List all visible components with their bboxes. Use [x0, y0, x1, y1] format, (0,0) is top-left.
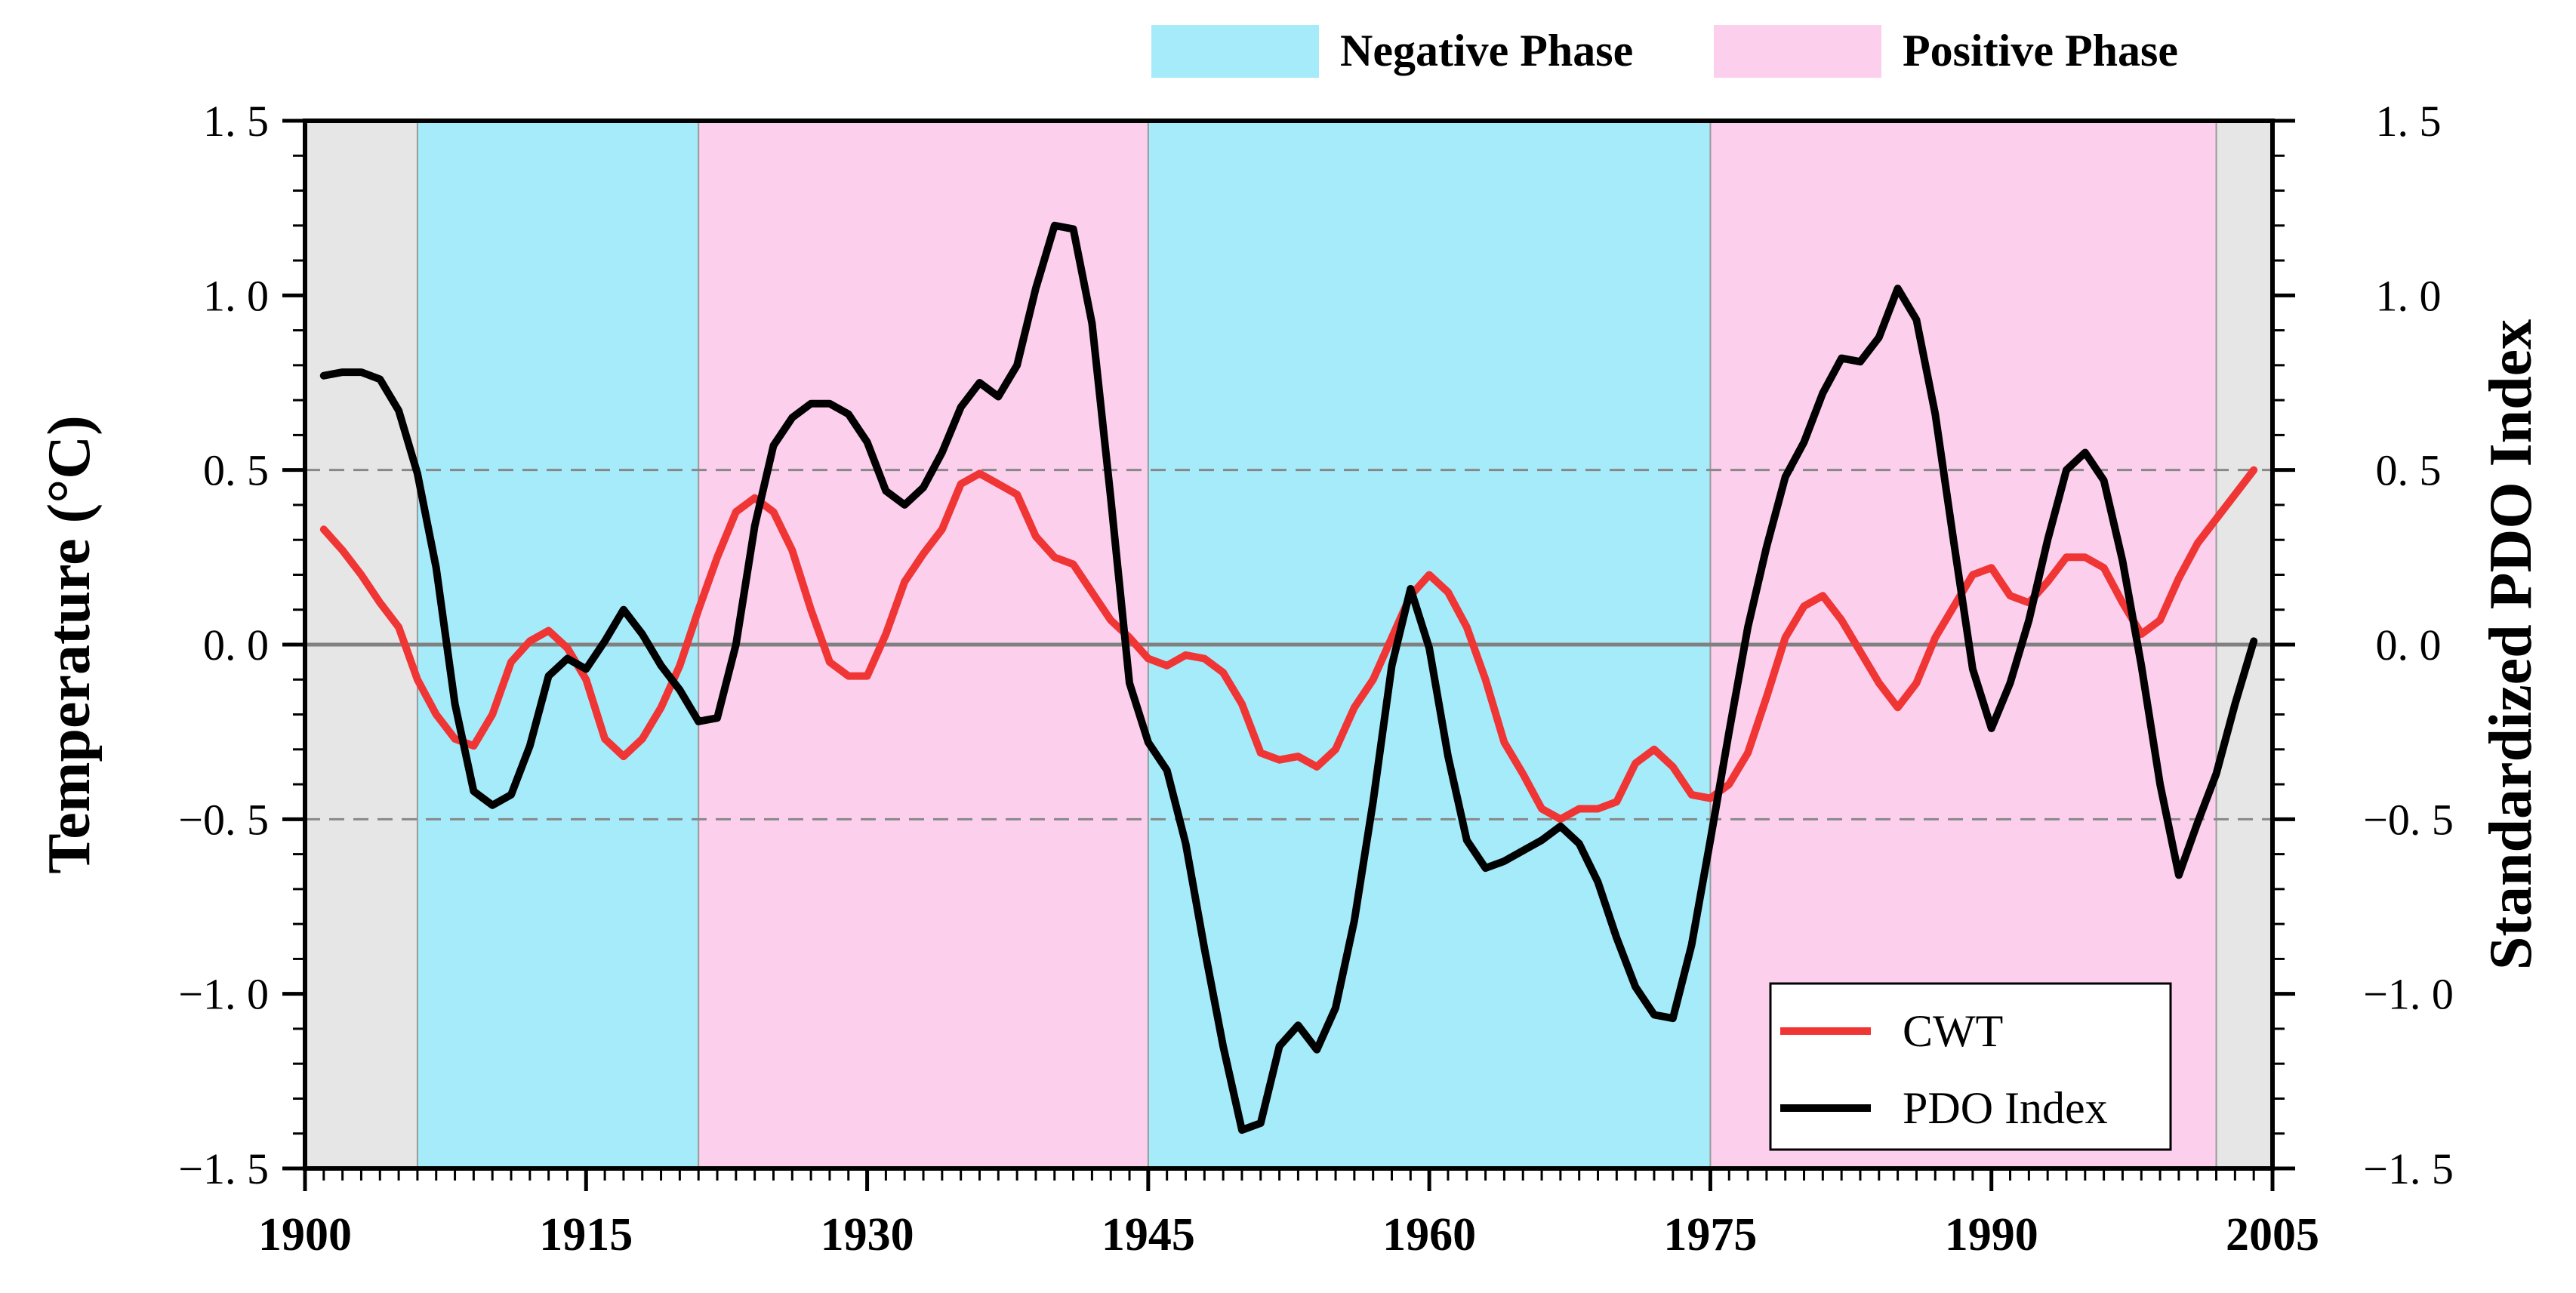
- y-right-tick-label: −1. 5: [2363, 1144, 2454, 1193]
- cwt-legend-label: CWT: [1903, 1006, 2003, 1056]
- y-right-tick-label: 1. 0: [2376, 271, 2442, 320]
- y-axis-left-title: Temperature (°C): [36, 415, 103, 873]
- pdo-index-legend-label: PDO Index: [1903, 1083, 2108, 1133]
- x-tick-label: 1990: [1945, 1209, 2038, 1261]
- x-tick-label: 1960: [1382, 1209, 1476, 1261]
- y-left-tick-label: −1. 5: [178, 1144, 269, 1193]
- y-left-tick-label: 1. 0: [203, 271, 269, 320]
- legend-box: [1769, 982, 2172, 1151]
- x-tick-label: 1930: [821, 1209, 914, 1261]
- y-left-tick-label: 0. 0: [203, 620, 269, 670]
- x-tick-label: 1915: [539, 1209, 633, 1261]
- y-right-tick-label: 0. 5: [2376, 446, 2442, 495]
- negative-phase-swatch: [1151, 25, 1319, 78]
- series-legend: CWT PDO Index: [1769, 982, 2172, 1151]
- pdo-index-line: [319, 221, 2258, 1134]
- axes: 1900 1915 1930 1945 1960 1975 1990 2005 1. 5 1. 0…: [178, 97, 2454, 1261]
- x-tick-label: 1975: [1663, 1209, 1757, 1261]
- y-left-tick-label: 0. 5: [203, 446, 269, 495]
- y-left-tick-label: −1. 0: [178, 970, 269, 1019]
- negative-phase-label: Negative Phase: [1340, 26, 1633, 75]
- series-lines: [319, 221, 2258, 1134]
- cwt-line: [319, 466, 2258, 824]
- x-tick-label: 2005: [2226, 1209, 2319, 1261]
- y-right-tick-label: −0. 5: [2363, 795, 2454, 844]
- y-right-tick-label: 0. 0: [2376, 620, 2442, 670]
- positive-phase-label: Positive Phase: [1903, 26, 2178, 75]
- x-tick-label: 1945: [1102, 1209, 1195, 1261]
- y-right-tick-label: −1. 0: [2363, 970, 2454, 1019]
- y-left-tick-label: 1. 5: [203, 97, 269, 146]
- y-axis-right-title: Standardized PDO Index: [2478, 319, 2544, 970]
- positive-phase-swatch: [1714, 25, 1881, 78]
- phase-legend: Negative Phase Positive Phase: [1151, 25, 2178, 78]
- y-right-tick-label: 1. 5: [2376, 97, 2442, 146]
- reference-lines: [305, 469, 2272, 820]
- x-tick-label: 1900: [258, 1209, 352, 1261]
- y-left-tick-label: −0. 5: [178, 795, 269, 844]
